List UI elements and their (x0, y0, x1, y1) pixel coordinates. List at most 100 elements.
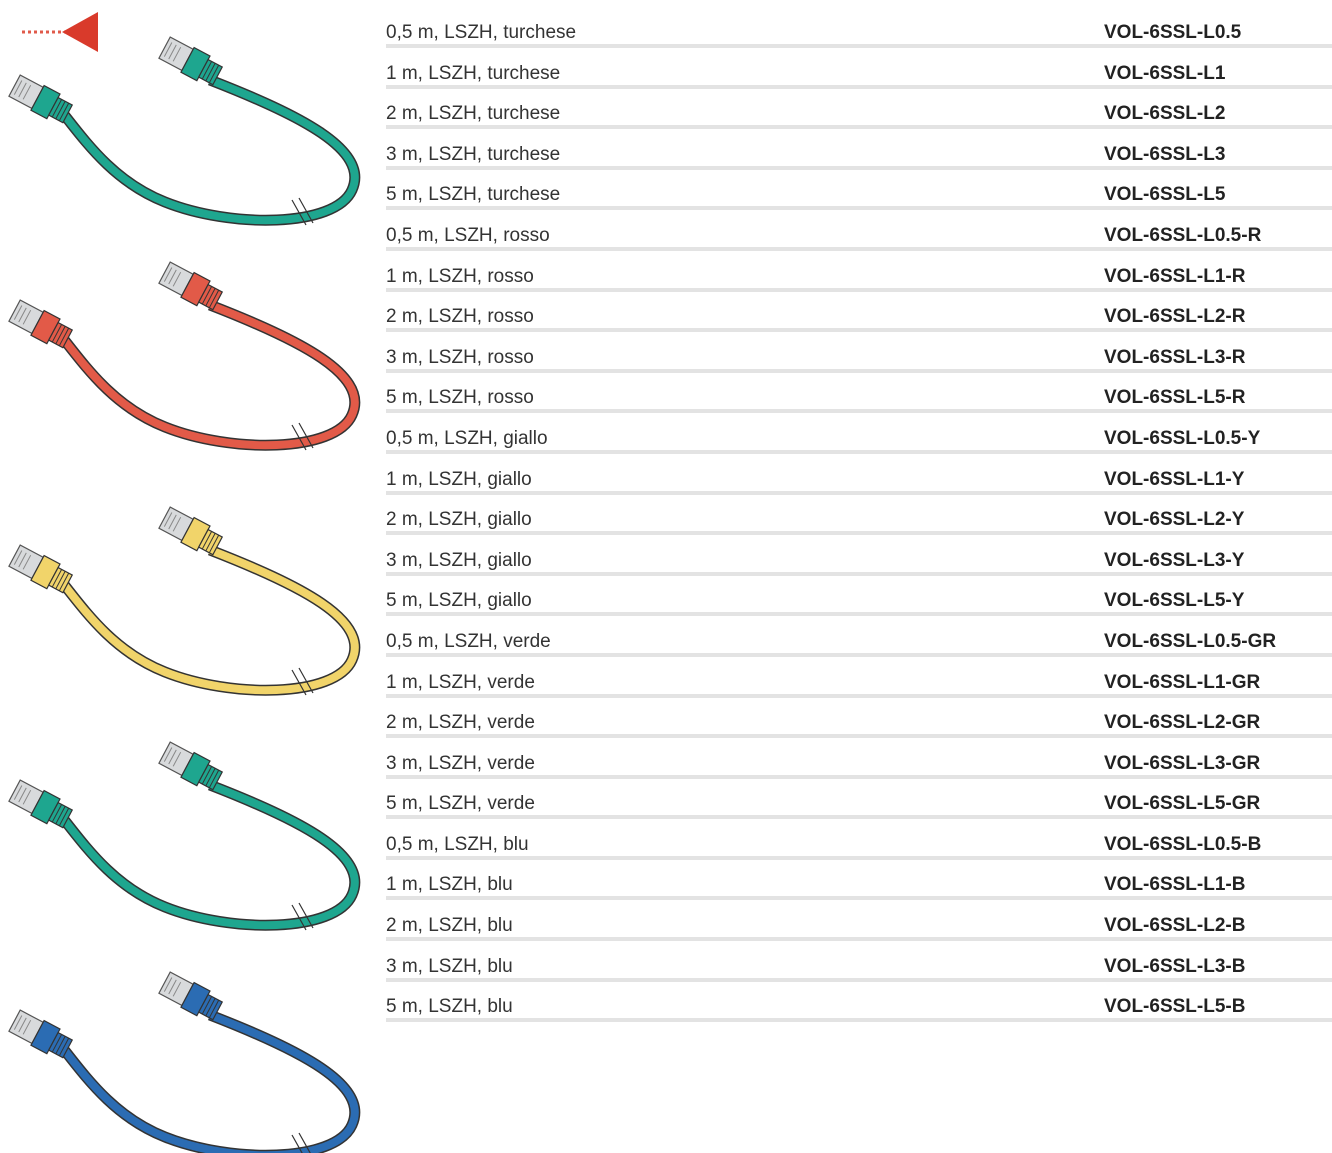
row-separator (386, 977, 1332, 982)
product-description: 2 m, LSZH, rosso (386, 306, 534, 328)
product-code: VOL-6SSL-L3-Y (1104, 549, 1245, 571)
row-separator (386, 734, 1332, 739)
table-row: 3 m, LSZH, blu VOL-6SSL-L3-B (386, 947, 1332, 988)
product-code: VOL-6SSL-L5-B (1104, 996, 1246, 1018)
table-row: 0,5 m, LSZH, turchese VOL-6SSL-L0.5 (386, 13, 1332, 54)
row-separator (386, 246, 1332, 251)
product-code: VOL-6SSL-L3-GR (1104, 752, 1261, 774)
table-row: 2 m, LSZH, giallo VOL-6SSL-L2-Y (386, 500, 1332, 541)
cable-turquoise (8, 35, 355, 225)
cable-green (8, 740, 355, 930)
product-description: 5 m, LSZH, blu (386, 996, 513, 1018)
table-row: 2 m, LSZH, verde VOL-6SSL-L2-GR (386, 703, 1332, 744)
product-code: VOL-6SSL-L3-R (1104, 346, 1246, 368)
cable-yellow (8, 505, 355, 695)
product-code: VOL-6SSL-L0.5-GR (1104, 630, 1277, 652)
table-row: 0,5 m, LSZH, rosso VOL-6SSL-L0.5-R (386, 216, 1332, 257)
table-row: 5 m, LSZH, turchese VOL-6SSL-L5 (386, 175, 1332, 216)
row-separator (386, 206, 1332, 211)
table-row: 0,5 m, LSZH, verde VOL-6SSL-L0.5-GR (386, 622, 1332, 663)
table-row: 3 m, LSZH, rosso VOL-6SSL-L3-R (386, 338, 1332, 379)
product-description: 5 m, LSZH, turchese (386, 184, 561, 206)
row-separator (386, 815, 1332, 820)
table-row: 0,5 m, LSZH, giallo VOL-6SSL-L0.5-Y (386, 419, 1332, 460)
product-description: 5 m, LSZH, rosso (386, 387, 534, 409)
row-separator (386, 328, 1332, 333)
row-separator (386, 449, 1332, 454)
row-separator (386, 165, 1332, 170)
product-description: 3 m, LSZH, turchese (386, 143, 561, 165)
product-description: 5 m, LSZH, giallo (386, 590, 532, 612)
product-description: 0,5 m, LSZH, verde (386, 630, 551, 652)
row-separator (386, 409, 1332, 414)
view-arrow-icon (22, 12, 98, 52)
product-code: VOL-6SSL-L1-GR (1104, 671, 1261, 693)
row-separator (386, 571, 1332, 576)
product-code: VOL-6SSL-L5-Y (1104, 590, 1245, 612)
product-code: VOL-6SSL-L3 (1104, 143, 1226, 165)
table-row: 5 m, LSZH, giallo VOL-6SSL-L5-Y (386, 581, 1332, 622)
product-description: 5 m, LSZH, verde (386, 793, 535, 815)
product-code: VOL-6SSL-L1-Y (1104, 468, 1245, 490)
row-separator (386, 652, 1332, 657)
product-description: 2 m, LSZH, giallo (386, 509, 532, 531)
product-code: VOL-6SSL-L5 (1104, 184, 1226, 206)
product-code: VOL-6SSL-L1 (1104, 62, 1226, 84)
product-code: VOL-6SSL-L0.5-B (1104, 833, 1262, 855)
product-description: 0,5 m, LSZH, turchese (386, 22, 577, 43)
table-row: 5 m, LSZH, rosso VOL-6SSL-L5-R (386, 378, 1332, 419)
product-code: VOL-6SSL-L0.5-R (1104, 224, 1262, 246)
product-code: VOL-6SSL-L2-R (1104, 306, 1246, 328)
row-separator (386, 693, 1332, 698)
product-description: 1 m, LSZH, giallo (386, 468, 532, 490)
table-row: 2 m, LSZH, rosso VOL-6SSL-L2-R (386, 297, 1332, 338)
cable-illustrations (0, 12, 380, 1153)
product-description: 0,5 m, LSZH, blu (386, 833, 529, 855)
row-separator (386, 84, 1332, 89)
row-separator (386, 855, 1332, 860)
product-description: 2 m, LSZH, blu (386, 915, 513, 937)
product-description: 2 m, LSZH, verde (386, 712, 535, 734)
product-description: 1 m, LSZH, rosso (386, 265, 534, 287)
product-description: 1 m, LSZH, blu (386, 874, 513, 896)
table-row: 2 m, LSZH, turchese VOL-6SSL-L2 (386, 94, 1332, 135)
product-description: 3 m, LSZH, blu (386, 955, 513, 977)
table-row: 1 m, LSZH, turchese VOL-6SSL-L1 (386, 54, 1332, 95)
cable-blue (8, 970, 355, 1153)
table-row: 3 m, LSZH, verde VOL-6SSL-L3-GR (386, 744, 1332, 785)
product-description: 3 m, LSZH, giallo (386, 549, 532, 571)
row-separator (386, 531, 1332, 536)
table-row: 0,5 m, LSZH, blu VOL-6SSL-L0.5-B (386, 825, 1332, 866)
table-row: 1 m, LSZH, verde VOL-6SSL-L1-GR (386, 663, 1332, 704)
row-separator (386, 368, 1332, 373)
product-code: VOL-6SSL-L5-GR (1104, 793, 1261, 815)
product-code: VOL-6SSL-L3-B (1104, 955, 1246, 977)
row-separator (386, 937, 1332, 942)
table-row: 2 m, LSZH, blu VOL-6SSL-L2-B (386, 906, 1332, 947)
product-description: 3 m, LSZH, rosso (386, 346, 534, 368)
product-code: VOL-6SSL-L2-B (1104, 915, 1246, 937)
table-row: 5 m, LSZH, blu VOL-6SSL-L5-B (386, 987, 1332, 1028)
table-row: 3 m, LSZH, giallo VOL-6SSL-L3-Y (386, 541, 1332, 582)
product-description: 2 m, LSZH, turchese (386, 103, 561, 125)
product-code: VOL-6SSL-L2 (1104, 103, 1226, 125)
table-row: 5 m, LSZH, verde VOL-6SSL-L5-GR (386, 784, 1332, 825)
row-separator (386, 774, 1332, 779)
row-separator (386, 287, 1332, 292)
table-row: 1 m, LSZH, blu VOL-6SSL-L1-B (386, 865, 1332, 906)
row-separator (386, 896, 1332, 901)
product-table: 0,5 m, LSZH, turchese VOL-6SSL-L0.5 1 m, L… (386, 13, 1332, 1028)
table-row: 1 m, LSZH, rosso VOL-6SSL-L1-R (386, 257, 1332, 298)
product-description: 0,5 m, LSZH, giallo (386, 427, 548, 449)
product-code: VOL-6SSL-L2-Y (1104, 509, 1245, 531)
row-separator (386, 490, 1332, 495)
table-row: 1 m, LSZH, giallo VOL-6SSL-L1-Y (386, 460, 1332, 501)
product-description: 1 m, LSZH, turchese (386, 62, 561, 84)
product-description: 0,5 m, LSZH, rosso (386, 224, 550, 246)
row-separator (386, 125, 1332, 130)
row-separator (386, 44, 1332, 48)
product-description: 1 m, LSZH, verde (386, 671, 535, 693)
product-code: VOL-6SSL-L1-R (1104, 265, 1246, 287)
product-description: 3 m, LSZH, verde (386, 752, 535, 774)
